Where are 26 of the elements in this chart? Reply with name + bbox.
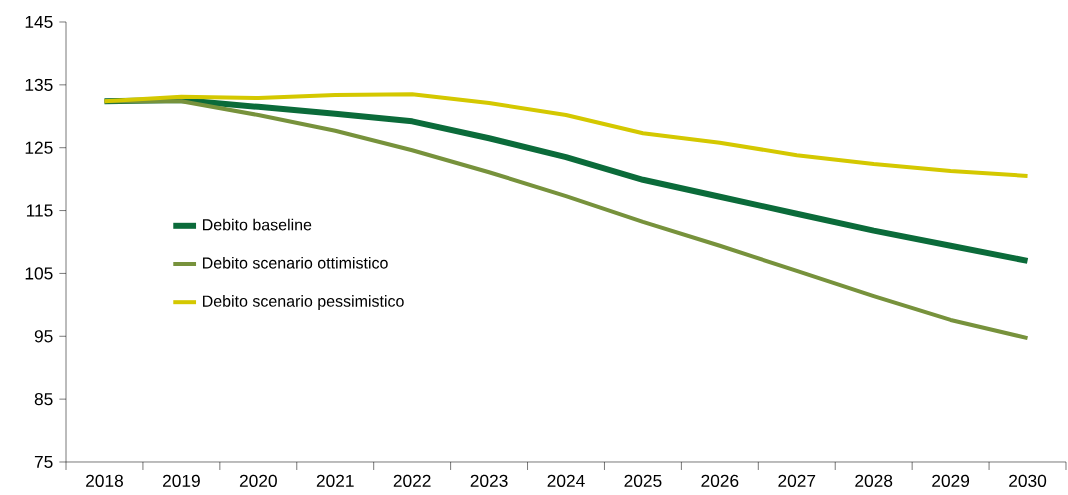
legend-label: Debito baseline xyxy=(203,218,312,231)
y-tick-label: 105 xyxy=(25,267,53,280)
x-tick-label: 2024 xyxy=(547,474,585,487)
y-tick-label: 75 xyxy=(34,455,53,469)
line-series xyxy=(102,92,1030,178)
y-tick-label: 115 xyxy=(26,204,53,217)
x-tick-label: 2027 xyxy=(778,474,816,487)
x-tick-label: 2025 xyxy=(624,474,662,487)
x-tick-label: 2026 xyxy=(701,474,739,487)
legend-label: Debito scenario ottimistico xyxy=(203,256,388,269)
x-tick-label: 2018 xyxy=(86,474,123,487)
x-tick-label: 2028 xyxy=(855,474,893,487)
y-tick-label: 125 xyxy=(25,141,53,154)
x-tick-label: 2030 xyxy=(1009,474,1047,487)
x-tick-label: 2021 xyxy=(316,474,354,487)
legend-label: Debito scenario pessimistico xyxy=(203,295,404,311)
y-tick-label: 95 xyxy=(34,330,53,343)
line-series xyxy=(102,99,1030,341)
x-tick-label: 2022 xyxy=(393,474,431,487)
x-tick-label: 2029 xyxy=(932,474,970,487)
x-tick-label: 2019 xyxy=(162,474,200,487)
y-tick-label: 135 xyxy=(25,78,53,91)
y-tick-label: 85 xyxy=(34,392,53,406)
x-tick-label: 2023 xyxy=(470,474,508,487)
x-tick-label: 2020 xyxy=(239,474,277,487)
y-tick-label: 145 xyxy=(25,15,53,29)
